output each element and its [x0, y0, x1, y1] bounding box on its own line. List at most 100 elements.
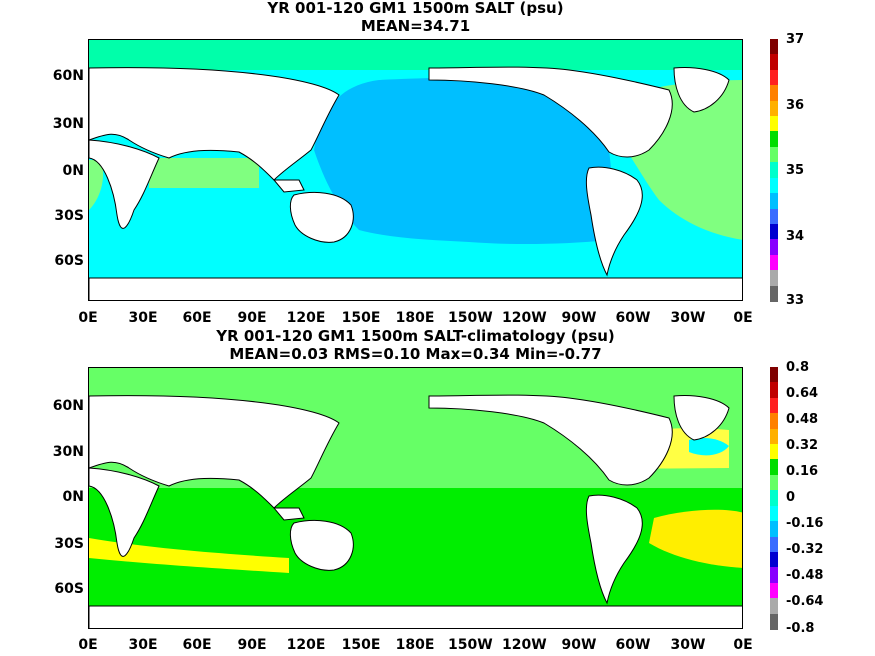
- p1-cbar-label: 35: [786, 163, 805, 178]
- p2-cbar-label: 0.32: [786, 438, 819, 453]
- p1-cbar-label: 36: [786, 98, 805, 113]
- p1-land: [89, 66, 742, 300]
- colorbar-swatch: [770, 146, 778, 163]
- colorbar-swatch: [770, 131, 778, 148]
- p1-land-antarctica: [89, 277, 742, 300]
- p1-lon-label: 150W: [448, 310, 493, 326]
- p1-lon-label: 90E: [237, 310, 267, 326]
- p1-lon-label: 150E: [341, 310, 381, 326]
- panel2-map-svg: [89, 368, 742, 628]
- p2-cbar-label: -0.64: [786, 594, 824, 609]
- colorbar-swatch: [770, 116, 778, 133]
- colorbar-swatch: [770, 193, 778, 210]
- p1-cbar-label: 34: [786, 229, 805, 244]
- p1-land-africa: [89, 139, 160, 229]
- p2-cbar-label: 0: [786, 490, 796, 505]
- p1-lon-label: 0E: [78, 310, 98, 326]
- p1-lat-60s: 60S: [54, 253, 84, 269]
- panel1-title-line2: MEAN=34.71: [360, 17, 471, 35]
- p2-land-greenland: [673, 395, 730, 441]
- p1-lon-label: 120W: [502, 310, 547, 326]
- colorbar-swatch: [770, 54, 778, 71]
- p1-lat-30s: 30S: [54, 208, 84, 224]
- panel2-title-line2: MEAN=0.03 RMS=0.10 Max=0.34 Min=-0.77: [229, 345, 602, 363]
- colorbar-swatch: [770, 162, 778, 179]
- p2-cbar-label: 0.64: [786, 386, 819, 401]
- p1-ocean-arabian: [149, 158, 259, 188]
- p2-cbar-label: -0.48: [786, 568, 824, 583]
- p2-lon-label: 30W: [670, 637, 706, 653]
- panel1-map: [88, 39, 743, 301]
- p2-lon-label: 90E: [237, 637, 267, 653]
- p1-ocean-pacific: [314, 78, 613, 245]
- colorbar-swatch: [770, 505, 778, 522]
- p2-lat-60s: 60S: [54, 581, 84, 597]
- p1-lon-label: 0E: [733, 310, 753, 326]
- p1-land-north-america: [428, 66, 673, 158]
- panel2-colorbar: [770, 367, 778, 630]
- panel1-map-svg: [89, 40, 742, 300]
- p2-lat-0n: 0N: [62, 489, 84, 505]
- p2-land-north-america: [428, 394, 673, 486]
- p2-land-antarctica: [89, 605, 742, 628]
- colorbar-swatch: [770, 613, 778, 630]
- p1-cbar-label: 33: [786, 293, 805, 308]
- p2-cbar-label: 0.8: [786, 360, 810, 375]
- panel2-title-line1: YR 001-120 GM1 1500m SALT-climatology (p…: [216, 327, 615, 345]
- p2-ocean-southern-band: [89, 488, 742, 606]
- p2-cbar-label: 0.16: [786, 464, 819, 479]
- colorbar-swatch: [770, 239, 778, 256]
- p2-lon-label: 60E: [182, 637, 212, 653]
- colorbar-swatch: [770, 521, 778, 538]
- colorbar-swatch: [770, 551, 778, 568]
- p2-land-australia: [289, 520, 354, 571]
- p2-ocean-negative-cell: [689, 438, 729, 456]
- colorbar-swatch: [770, 474, 778, 491]
- panel2-map: [88, 367, 743, 629]
- colorbar-swatch: [770, 413, 778, 430]
- colorbar-swatch: [770, 567, 778, 584]
- colorbar-swatch: [770, 582, 778, 599]
- p2-cbar-label: -0.8: [786, 621, 815, 636]
- p1-lon-label: 30W: [670, 310, 706, 326]
- colorbar-swatch: [770, 177, 778, 194]
- colorbar-swatch: [770, 39, 778, 55]
- p1-lon-label: 60E: [182, 310, 212, 326]
- colorbar-swatch: [770, 223, 778, 240]
- p2-cbar-label: -0.16: [786, 516, 824, 531]
- p1-lon-label: 30E: [128, 310, 158, 326]
- colorbar-swatch: [770, 428, 778, 445]
- p2-lon-label: 180E: [395, 637, 435, 653]
- p2-lon-label: 60W: [615, 637, 651, 653]
- p1-lon-label: 60W: [615, 310, 651, 326]
- panel1-colorbar: [770, 39, 778, 302]
- p2-lon-label: 0E: [733, 637, 753, 653]
- p2-land-africa: [89, 467, 160, 557]
- colorbar-swatch: [770, 69, 778, 86]
- p2-lon-label: 120E: [286, 637, 326, 653]
- colorbar-swatch: [770, 382, 778, 399]
- p2-lat-60n: 60N: [52, 398, 84, 414]
- p1-land-greenland: [673, 67, 730, 113]
- p1-cbar-label: 37: [786, 32, 805, 47]
- colorbar-swatch: [770, 397, 778, 414]
- colorbar-swatch: [770, 536, 778, 553]
- colorbar-swatch: [770, 598, 778, 615]
- p2-lat-30n: 30N: [52, 444, 84, 460]
- p1-land-indonesia: [272, 179, 305, 193]
- p2-land-indonesia: [272, 507, 305, 521]
- p2-lon-label: 120W: [502, 637, 547, 653]
- p2-land-south-america: [585, 494, 643, 605]
- p1-lon-label: 90W: [561, 310, 597, 326]
- p1-land-south-america: [585, 166, 643, 277]
- p1-lon-label: 180E: [395, 310, 435, 326]
- colorbar-swatch: [770, 490, 778, 507]
- colorbar-swatch: [770, 254, 778, 271]
- colorbar-swatch: [770, 367, 778, 383]
- colorbar-swatch: [770, 444, 778, 461]
- p2-ocean-atlantic-south: [649, 509, 742, 568]
- p1-ocean-atlantic-west: [89, 160, 104, 210]
- p2-lon-label: 150W: [448, 637, 493, 653]
- colorbar-swatch: [770, 285, 778, 302]
- p2-lon-label: 150E: [341, 637, 381, 653]
